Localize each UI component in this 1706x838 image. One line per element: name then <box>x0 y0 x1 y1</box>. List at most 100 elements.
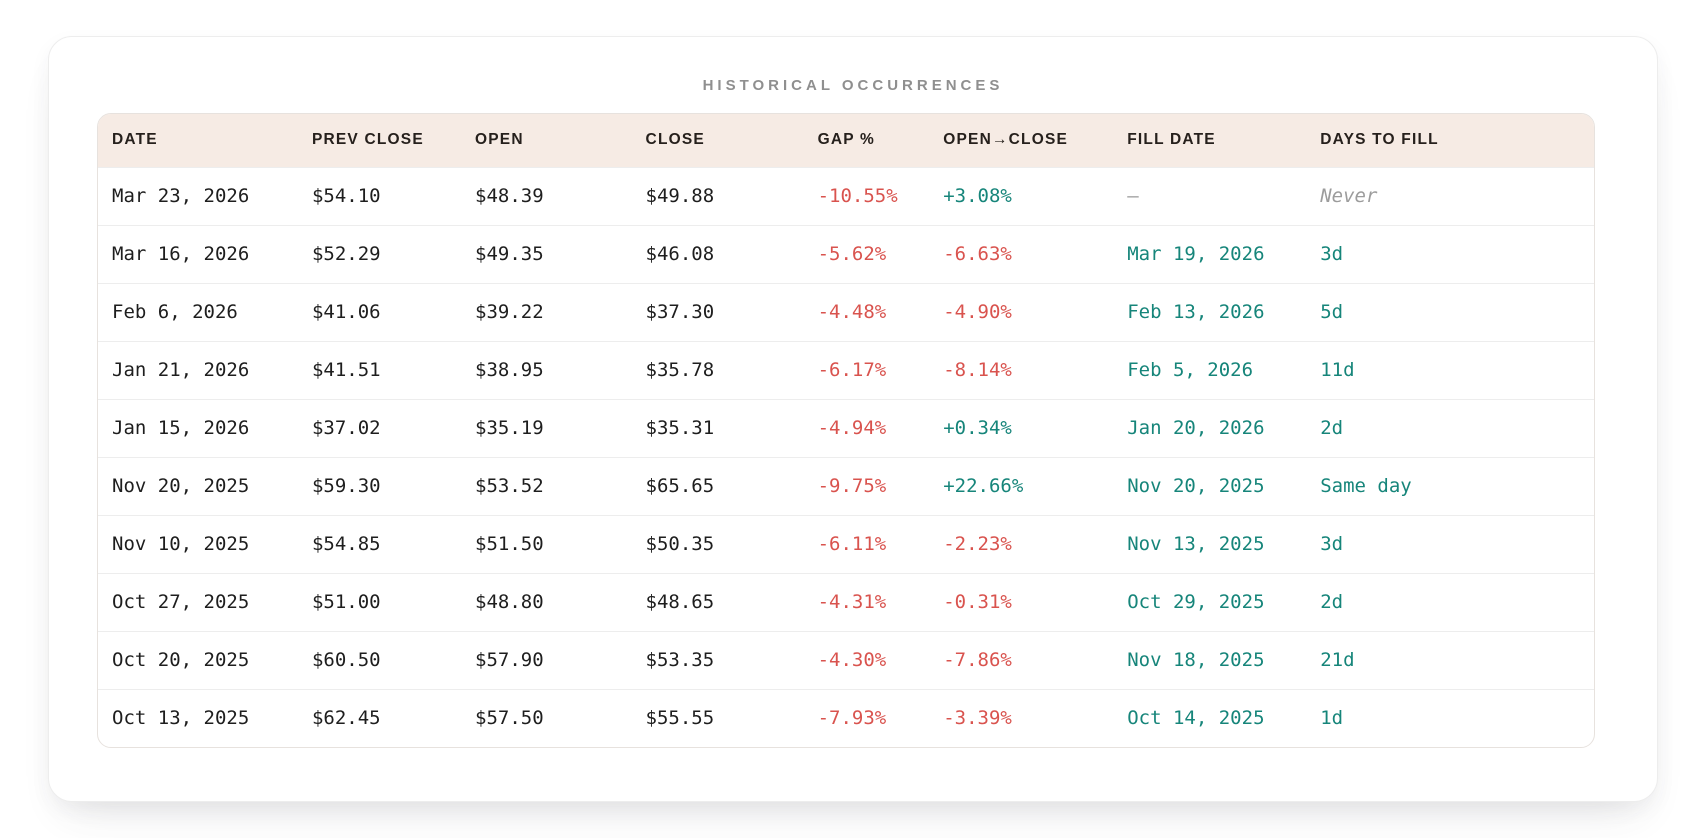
cell-close: $53.35 <box>633 630 806 689</box>
occurrences-table: DATE PREV CLOSE OPEN CLOSE GAP % OPEN→CL… <box>98 114 1594 747</box>
cell-close: $35.78 <box>633 340 806 399</box>
occurrences-table-container: DATE PREV CLOSE OPEN CLOSE GAP % OPEN→CL… <box>97 113 1595 748</box>
table-row: Jan 15, 2026 $37.02 $35.19 $35.31 -4.94% +0.3… <box>98 398 1594 457</box>
cell-prev-close: $51.00 <box>299 572 464 631</box>
cell-open-close: -2.23% <box>931 514 1116 573</box>
cell-open-close: -6.63% <box>931 224 1116 283</box>
table-header: DATE PREV CLOSE OPEN CLOSE GAP % OPEN→CL… <box>98 114 1594 167</box>
cell-fill-date: Oct 29, 2025 <box>1115 572 1309 631</box>
table-row: Oct 27, 2025 $51.00 $48.80 $48.65 -4.31% -0.3… <box>98 572 1594 631</box>
table-row: Oct 20, 2025 $60.50 $57.90 $53.35 -4.30% -7.8… <box>98 630 1594 689</box>
cell-close: $35.31 <box>633 398 806 457</box>
cell-days-to-fill: 1d <box>1308 688 1594 747</box>
historical-occurrences-card: HISTORICAL OCCURRENCES DATE PREV CLOSE O… <box>48 36 1658 802</box>
cell-close: $50.35 <box>633 514 806 573</box>
cell-open-close: +3.08% <box>931 166 1116 225</box>
cell-fill-date: Nov 13, 2025 <box>1115 514 1309 573</box>
cell-prev-close: $62.45 <box>299 688 464 747</box>
cell-open-close: -7.86% <box>931 630 1116 689</box>
cell-open: $57.50 <box>463 688 634 747</box>
cell-date: Oct 20, 2025 <box>98 630 300 689</box>
cell-prev-close: $54.85 <box>299 514 464 573</box>
cell-date: Jan 15, 2026 <box>98 398 300 457</box>
cell-fill-date: — <box>1115 166 1309 225</box>
cell-gap-pct: -4.94% <box>805 398 932 457</box>
cell-open-close: +22.66% <box>931 456 1116 515</box>
cell-days-to-fill: 3d <box>1308 514 1594 573</box>
cell-days-to-fill: 21d <box>1308 630 1594 689</box>
cell-fill-date: Oct 14, 2025 <box>1115 688 1309 747</box>
cell-open: $49.35 <box>463 224 634 283</box>
cell-close: $55.55 <box>633 688 806 747</box>
cell-open: $57.90 <box>463 630 634 689</box>
column-header-gap-pct: GAP % <box>805 114 932 167</box>
cell-close: $48.65 <box>633 572 806 631</box>
cell-gap-pct: -6.17% <box>805 340 932 399</box>
column-header-prev-close: PREV CLOSE <box>299 114 464 167</box>
column-header-fill-date: FILL DATE <box>1115 114 1309 167</box>
cell-days-to-fill: 2d <box>1308 398 1594 457</box>
table-row: Feb 6, 2026 $41.06 $39.22 $37.30 -4.48% -4.90… <box>98 282 1594 341</box>
cell-date: Nov 10, 2025 <box>98 514 300 573</box>
cell-open: $48.80 <box>463 572 634 631</box>
cell-close: $37.30 <box>633 282 806 341</box>
cell-days-to-fill: Never <box>1308 166 1594 225</box>
cell-gap-pct: -6.11% <box>805 514 932 573</box>
cell-prev-close: $60.50 <box>299 630 464 689</box>
table-row: Jan 21, 2026 $41.51 $38.95 $35.78 -6.17% -8.1… <box>98 340 1594 399</box>
column-header-close: CLOSE <box>633 114 806 167</box>
column-header-date: DATE <box>98 114 300 167</box>
cell-open-close: -0.31% <box>931 572 1116 631</box>
cell-open: $35.19 <box>463 398 634 457</box>
cell-gap-pct: -10.55% <box>805 166 932 225</box>
cell-open: $39.22 <box>463 282 634 341</box>
cell-days-to-fill: 5d <box>1308 282 1594 341</box>
table-row: Mar 16, 2026 $52.29 $49.35 $46.08 -5.62% -6.6… <box>98 224 1594 283</box>
cell-fill-date: Jan 20, 2026 <box>1115 398 1309 457</box>
cell-open: $38.95 <box>463 340 634 399</box>
table-row: Nov 10, 2025 $54.85 $51.50 $50.35 -6.11% -2.2… <box>98 514 1594 573</box>
cell-fill-date: Nov 18, 2025 <box>1115 630 1309 689</box>
cell-gap-pct: -4.48% <box>805 282 932 341</box>
column-header-open-close: OPEN→CLOSE <box>931 114 1116 167</box>
cell-prev-close: $59.30 <box>299 456 464 515</box>
cell-date: Mar 23, 2026 <box>98 166 300 225</box>
cell-open: $48.39 <box>463 166 634 225</box>
cell-days-to-fill: 11d <box>1308 340 1594 399</box>
section-title: HISTORICAL OCCURRENCES <box>702 77 1004 94</box>
cell-fill-date: Mar 19, 2026 <box>1115 224 1309 283</box>
column-header-days-to-fill: DAYS TO FILL <box>1308 114 1594 167</box>
cell-close: $49.88 <box>633 166 806 225</box>
cell-date: Jan 21, 2026 <box>98 340 300 399</box>
cell-date: Oct 13, 2025 <box>98 688 300 747</box>
cell-open-close: +0.34% <box>931 398 1116 457</box>
cell-days-to-fill: Same day <box>1308 456 1594 515</box>
cell-days-to-fill: 2d <box>1308 572 1594 631</box>
cell-date: Mar 16, 2026 <box>98 224 300 283</box>
cell-date: Feb 6, 2026 <box>98 282 300 341</box>
cell-prev-close: $41.51 <box>299 340 464 399</box>
cell-gap-pct: -4.30% <box>805 630 932 689</box>
cell-gap-pct: -7.93% <box>805 688 932 747</box>
cell-open-close: -8.14% <box>931 340 1116 399</box>
cell-fill-date: Feb 5, 2026 <box>1115 340 1309 399</box>
cell-fill-date: Feb 13, 2026 <box>1115 282 1309 341</box>
cell-open-close: -4.90% <box>931 282 1116 341</box>
cell-prev-close: $52.29 <box>299 224 464 283</box>
cell-open-close: -3.39% <box>931 688 1116 747</box>
cell-close: $46.08 <box>633 224 806 283</box>
cell-close: $65.65 <box>633 456 806 515</box>
cell-date: Nov 20, 2025 <box>98 456 300 515</box>
cell-fill-date: Nov 20, 2025 <box>1115 456 1309 515</box>
cell-prev-close: $37.02 <box>299 398 464 457</box>
table-body: Mar 23, 2026 $54.10 $48.39 $49.88 -10.55% +3.… <box>98 166 1594 747</box>
cell-gap-pct: -9.75% <box>805 456 932 515</box>
cell-open: $51.50 <box>463 514 634 573</box>
cell-days-to-fill: 3d <box>1308 224 1594 283</box>
cell-open: $53.52 <box>463 456 634 515</box>
cell-date: Oct 27, 2025 <box>98 572 300 631</box>
cell-gap-pct: -4.31% <box>805 572 932 631</box>
header-row: DATE PREV CLOSE OPEN CLOSE GAP % OPEN→CL… <box>98 114 1594 167</box>
table-row: Mar 23, 2026 $54.10 $48.39 $49.88 -10.55% +3.… <box>98 166 1594 225</box>
cell-gap-pct: -5.62% <box>805 224 932 283</box>
